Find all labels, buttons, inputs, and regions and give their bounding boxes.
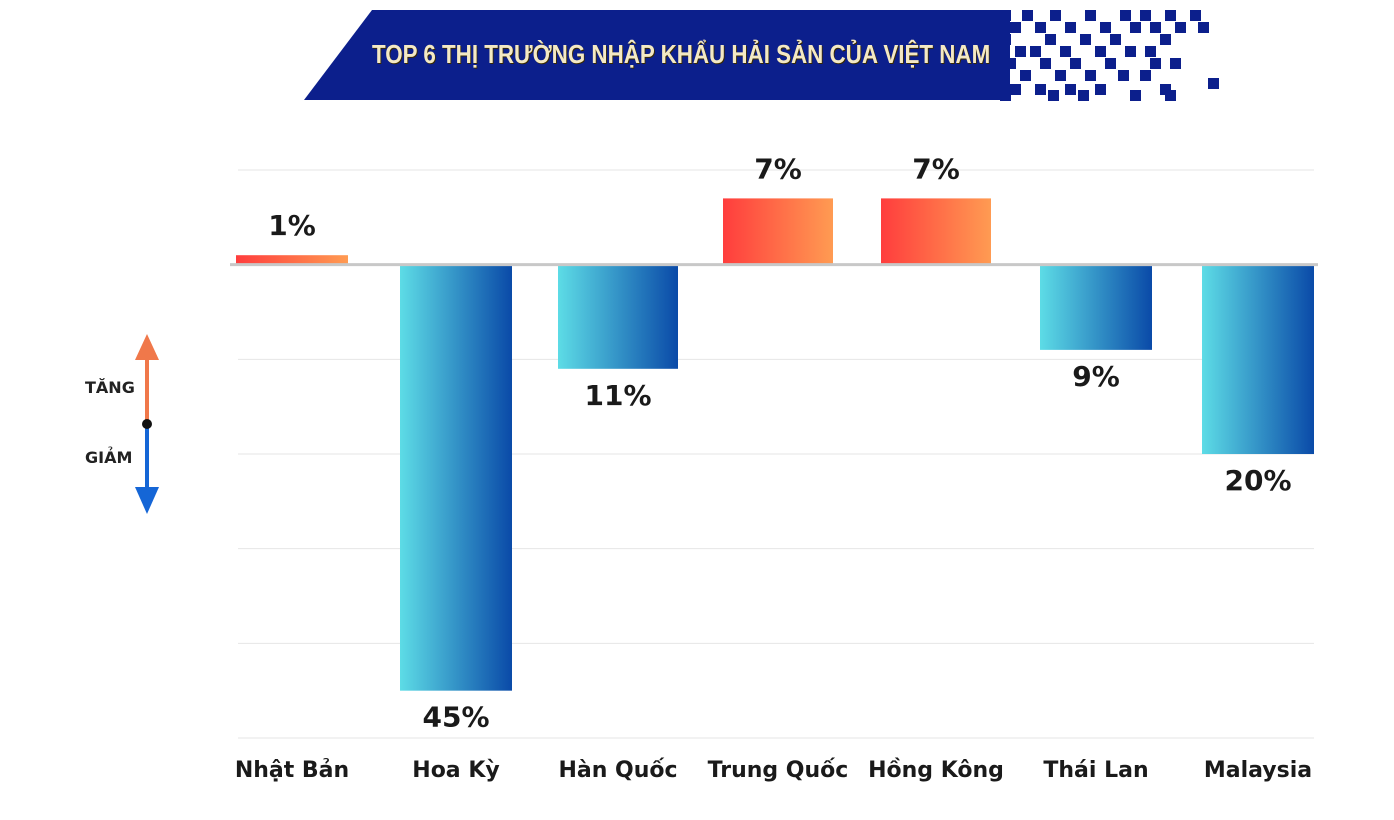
- bar-3: [723, 198, 833, 265]
- banner-title: TOP 6 THỊ TRƯỜNG NHẬP KHẨU HẢI SẢN CỦA V…: [372, 39, 991, 69]
- data-label: 1%: [268, 209, 316, 242]
- pixel-block: [1095, 46, 1106, 57]
- pixel-block: [1140, 70, 1151, 81]
- category-label: Hồng Kông: [868, 758, 1004, 783]
- pixel-block: [1150, 58, 1161, 69]
- pixel-block: [1015, 46, 1026, 57]
- pixel-block: [1175, 22, 1186, 33]
- bar-2: [558, 264, 678, 369]
- pixel-block: [1118, 70, 1129, 81]
- pixel-block: [1022, 10, 1033, 21]
- direction-arrows: [135, 334, 159, 514]
- bar-6: [1202, 264, 1314, 454]
- pixel-block: [1045, 34, 1056, 45]
- pixel-block: [1040, 58, 1051, 69]
- category-labels: Nhật Bản Hoa Kỳ Hàn Quốc Trung Quốc Hồng Kôn…: [235, 758, 1312, 783]
- category-label: Malaysia: [1204, 758, 1312, 783]
- bar-0: [236, 255, 348, 265]
- decrease-label: GIẢM: [85, 448, 133, 467]
- bar-5: [1040, 264, 1152, 350]
- increase-label: TĂNG: [85, 378, 135, 397]
- pixel-block: [1030, 46, 1041, 57]
- down-arrow-head: [135, 487, 159, 514]
- pixel-block: [1035, 22, 1046, 33]
- banner-background: [304, 10, 1010, 100]
- pixel-block: [1010, 22, 1021, 33]
- category-label: Trung Quốc: [708, 758, 849, 783]
- pixel-block: [1130, 90, 1141, 101]
- pixel-block: [1160, 84, 1171, 95]
- pixel-block: [1140, 10, 1151, 21]
- pixel-block: [1145, 46, 1156, 57]
- data-label: 11%: [584, 379, 651, 412]
- pixel-block: [1125, 46, 1136, 57]
- data-labels: 1% 45% 11% 7% 7% 9% 20%: [268, 152, 1291, 733]
- category-label: Thái Lan: [1043, 758, 1148, 783]
- pixel-block: [1005, 58, 1016, 69]
- pixel-block: [1050, 10, 1061, 21]
- data-label: 9%: [1072, 360, 1120, 393]
- data-label: 45%: [422, 701, 489, 734]
- pixel-block: [1170, 58, 1181, 69]
- pixel-block: [1198, 22, 1209, 33]
- data-label: 7%: [754, 152, 802, 185]
- pixel-block: [1070, 58, 1081, 69]
- pixel-pattern-decoration: [1000, 10, 1219, 101]
- pixel-block: [1048, 90, 1059, 101]
- bar-4: [881, 198, 991, 265]
- pixel-block: [1100, 22, 1111, 33]
- pixel-block: [1000, 34, 1011, 45]
- pixel-block: [1065, 22, 1076, 33]
- category-label: Hoa Kỳ: [412, 758, 499, 783]
- bar-1: [400, 264, 512, 691]
- pixel-block: [1085, 10, 1096, 21]
- pixel-block: [1165, 90, 1176, 101]
- pixel-block: [1190, 10, 1201, 21]
- pixel-block: [1165, 10, 1176, 21]
- pixel-block: [1078, 90, 1089, 101]
- pixel-block: [1055, 70, 1066, 81]
- pixel-block: [1035, 84, 1046, 95]
- pixel-block: [1095, 84, 1106, 95]
- pixel-block: [1160, 34, 1171, 45]
- pixel-block: [1110, 34, 1121, 45]
- pixel-block: [1020, 70, 1031, 81]
- pixel-block: [1010, 84, 1021, 95]
- bars: [236, 198, 1314, 691]
- pixel-block: [1085, 70, 1096, 81]
- pixel-block: [1000, 10, 1011, 21]
- up-arrow-head: [135, 334, 159, 360]
- direction-legend: TĂNG GIẢM: [80, 330, 180, 520]
- title-banner: [304, 10, 1219, 101]
- pixel-block: [1000, 90, 1011, 101]
- legend-center-dot: [142, 419, 152, 429]
- pixel-block: [1080, 34, 1091, 45]
- pixel-block: [1130, 22, 1141, 33]
- category-label: Nhật Bản: [235, 758, 349, 783]
- pixel-block: [1065, 84, 1076, 95]
- pixel-block: [1208, 78, 1219, 89]
- pixel-block: [1060, 46, 1071, 57]
- category-label: Hàn Quốc: [558, 758, 677, 783]
- pixel-block: [1120, 10, 1131, 21]
- data-label: 7%: [912, 152, 960, 185]
- data-label: 20%: [1224, 464, 1291, 497]
- pixel-block: [1150, 22, 1161, 33]
- pixel-block: [1105, 58, 1116, 69]
